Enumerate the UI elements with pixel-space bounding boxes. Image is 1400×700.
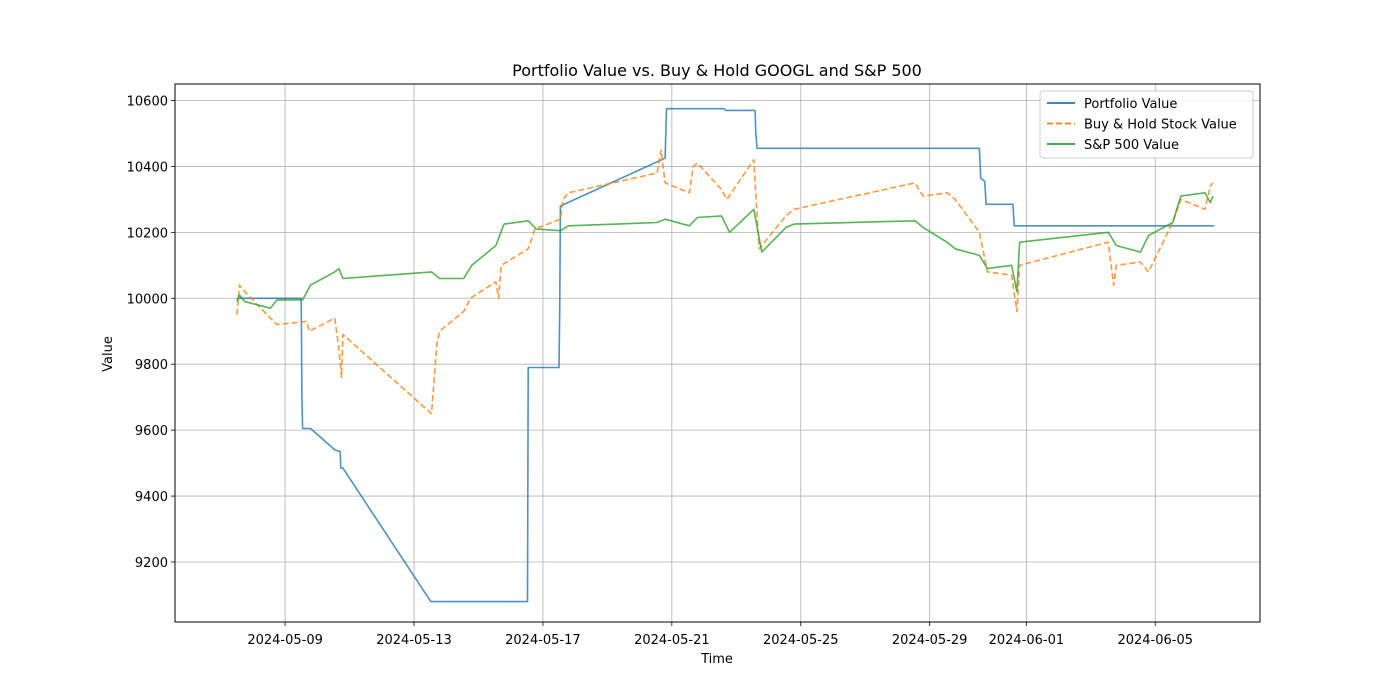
- y-tick-label: 10200: [127, 226, 168, 241]
- legend: Portfolio Value Buy & Hold Stock Value S&P…: [1039, 90, 1254, 159]
- x-tick-label: 2024-05-29: [892, 633, 968, 648]
- legend-box: [1039, 90, 1254, 159]
- series-line-3: [236, 192, 1214, 309]
- plot-frame: [174, 83, 1261, 623]
- y-tick-label: 9800: [135, 358, 168, 373]
- x-tick-label: 2024-05-13: [376, 633, 452, 648]
- series-line-2: [236, 149, 1214, 415]
- x-tick-label: 2024-06-05: [1117, 633, 1193, 648]
- chart-title: Portfolio Value vs. Buy & Hold GOOGL and…: [512, 61, 922, 80]
- legend-label: Buy & Hold Stock Value: [1084, 118, 1237, 133]
- x-tick-label: 2024-05-09: [247, 633, 323, 648]
- x-tick-label: 2024-06-01: [989, 633, 1065, 648]
- y-tick-label: 10600: [127, 94, 168, 109]
- x-axis-label: Time: [700, 652, 733, 667]
- grid: [175, 84, 1260, 622]
- x-tick-label: 2024-05-21: [634, 633, 710, 648]
- legend-label: Portfolio Value: [1084, 97, 1177, 112]
- series-line-1: [236, 107, 1215, 603]
- y-axis-label: Value: [101, 336, 116, 372]
- y-tick-label: 10000: [127, 292, 168, 307]
- x-tick-label: 2024-05-17: [505, 633, 581, 648]
- series-layer: [236, 107, 1215, 603]
- ticks: 2024-05-09 2024-05-13 2024-05-17 2024-05-21…: [127, 94, 1193, 648]
- y-tick-label: 10400: [127, 160, 168, 175]
- y-tick-label: 9200: [135, 556, 168, 571]
- y-tick-label: 9400: [135, 490, 168, 505]
- x-tick-label: 2024-05-25: [763, 633, 839, 648]
- legend-label: S&P 500 Value: [1084, 138, 1179, 153]
- y-tick-label: 9600: [135, 424, 168, 439]
